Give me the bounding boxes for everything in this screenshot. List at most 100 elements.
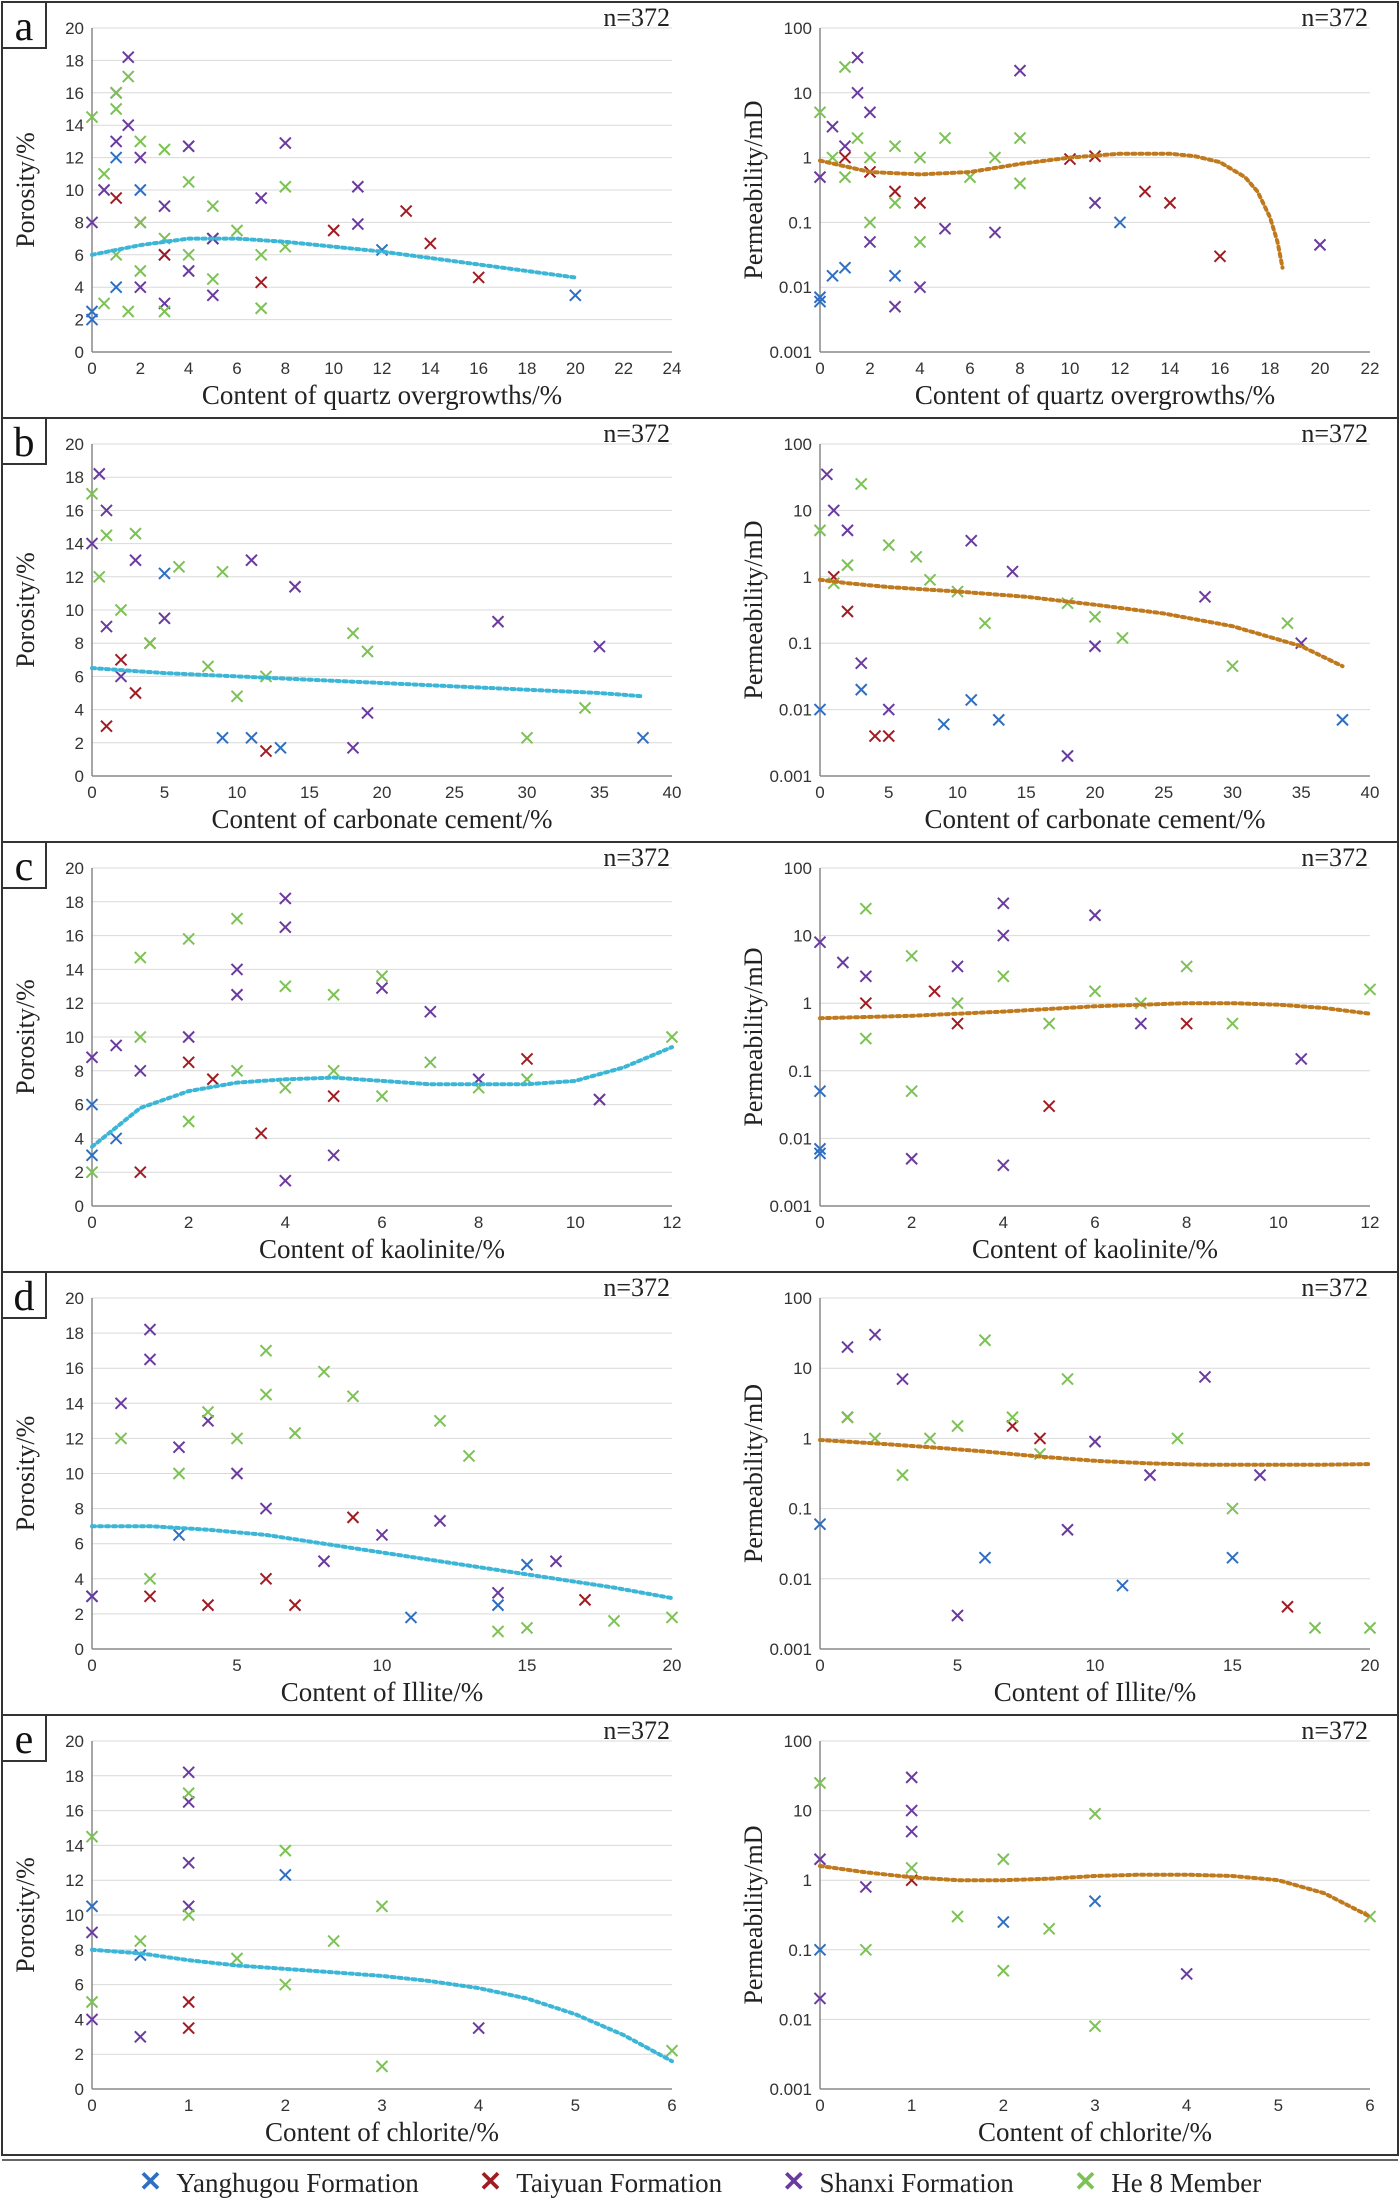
data-point (158, 305, 171, 318)
data-point (1013, 64, 1027, 77)
data-point (433, 1414, 447, 1428)
data-point (259, 1344, 273, 1357)
data-point (143, 1590, 157, 1603)
series-taiyuan-formation (100, 636, 273, 758)
series-yanghugou-formation (813, 1084, 827, 1160)
data-point (813, 1147, 827, 1160)
y-axis-label: Permeability/mD (739, 520, 768, 699)
data-point (988, 151, 1002, 164)
data-point (254, 276, 268, 289)
x-tick-label: 0 (87, 2096, 96, 2115)
data-point (93, 570, 106, 584)
data-point (346, 627, 360, 640)
data-point (375, 1528, 389, 1542)
y-tick-label: 6 (75, 246, 84, 265)
x-tick-label: 2 (184, 1213, 193, 1232)
x-tick-label: 12 (663, 1213, 682, 1232)
y-tick-label: 0.001 (769, 343, 812, 362)
data-point (1281, 1600, 1294, 1613)
data-point (859, 970, 873, 983)
data-point (1281, 617, 1294, 630)
y-tick-label: 8 (75, 1500, 84, 1519)
data-point (813, 1517, 827, 1531)
data-point (859, 996, 873, 1010)
data-point (114, 1397, 128, 1410)
y-tick-label: 0 (75, 343, 84, 362)
panel-letter: b (14, 420, 35, 466)
data-point (1116, 1579, 1129, 1592)
data-point (1163, 196, 1177, 210)
series-shanxi-formation (85, 1323, 563, 1603)
series-he-8-member (841, 1334, 1377, 1635)
data-point (97, 167, 111, 181)
y-tick-label: 18 (65, 468, 84, 487)
x-tick-label: 14 (421, 359, 440, 378)
y-tick-label: 1 (803, 149, 812, 168)
x-tick-label: 12 (373, 359, 392, 378)
data-point (433, 1514, 447, 1528)
data-point (951, 1609, 964, 1622)
data-point (129, 553, 142, 567)
data-point (172, 1528, 186, 1542)
data-point (259, 1502, 273, 1515)
data-point (1253, 1468, 1267, 1482)
y-tick-label: 4 (75, 1570, 84, 1589)
data-point (288, 1426, 302, 1440)
y-tick-label: 8 (75, 1941, 84, 1960)
y-tick-label: 14 (65, 960, 84, 979)
panel-frames (1, 1, 1399, 2161)
x-tick-label: 30 (518, 783, 537, 802)
y-tick-label: 100 (784, 19, 812, 38)
data-point (593, 640, 606, 653)
data-point (206, 289, 220, 302)
legend-label: Taiyuan Formation (516, 2167, 723, 2198)
y-tick-label: 0.1 (788, 634, 812, 653)
x-tick-label: 18 (518, 359, 537, 378)
data-point (254, 1127, 268, 1140)
trend-line (818, 1438, 1372, 1467)
data-point (85, 1098, 99, 1111)
data-point (905, 1825, 918, 1838)
x-tick-label: 10 (373, 1656, 392, 1675)
series-he-8-member (813, 60, 1027, 249)
y-tick-label: 100 (784, 435, 812, 454)
sample-count-annotation: n=372 (603, 1273, 670, 1302)
data-point (245, 731, 258, 745)
chart-b-porosity: 0 2 4 6 8 10 12 14 16 18 20 0 5 10 15 20 25 30 35 40 Content… (1, 417, 682, 834)
series-taiyuan-formation (827, 570, 895, 743)
data-point (172, 560, 186, 574)
data-point (182, 1856, 195, 1870)
data-point (97, 183, 111, 197)
series-taiyuan-formation (143, 1511, 592, 1612)
y-tick-label: 12 (65, 1429, 84, 1448)
data-point (997, 1853, 1010, 1866)
data-point (85, 1051, 99, 1064)
legend-item-shanxi: ✕ Shanxi Formation (782, 2168, 1014, 2199)
series-shanxi-formation (85, 1766, 485, 2044)
data-point (327, 224, 340, 237)
data-point (129, 686, 142, 700)
x-tick-label: 40 (663, 783, 682, 802)
trend-line (818, 1864, 1372, 1919)
legend-item-yanghugou: ✕ Yanghugou Formation (139, 2168, 419, 2199)
data-point (1226, 1551, 1239, 1564)
data-point (997, 1964, 1010, 1977)
data-point (978, 1334, 992, 1347)
x-axis-label: Content of kaolinite/% (259, 1234, 505, 1264)
y-axis-label: Porosity/% (11, 132, 40, 248)
data-point (578, 1593, 592, 1607)
data-point (951, 1910, 964, 1923)
data-point (327, 1089, 340, 1103)
x-tick-label: 25 (1154, 783, 1173, 802)
data-point (143, 1323, 157, 1336)
data-point (375, 1900, 389, 1913)
data-point (1042, 1922, 1056, 1936)
data-point (1180, 1967, 1193, 1981)
data-point (259, 1572, 273, 1586)
y-tick-label: 0.01 (779, 1570, 812, 1589)
data-point (134, 951, 147, 964)
data-point (182, 248, 195, 262)
data-point (375, 981, 389, 995)
y-tick-label: 6 (75, 667, 84, 686)
data-point (134, 1165, 147, 1179)
